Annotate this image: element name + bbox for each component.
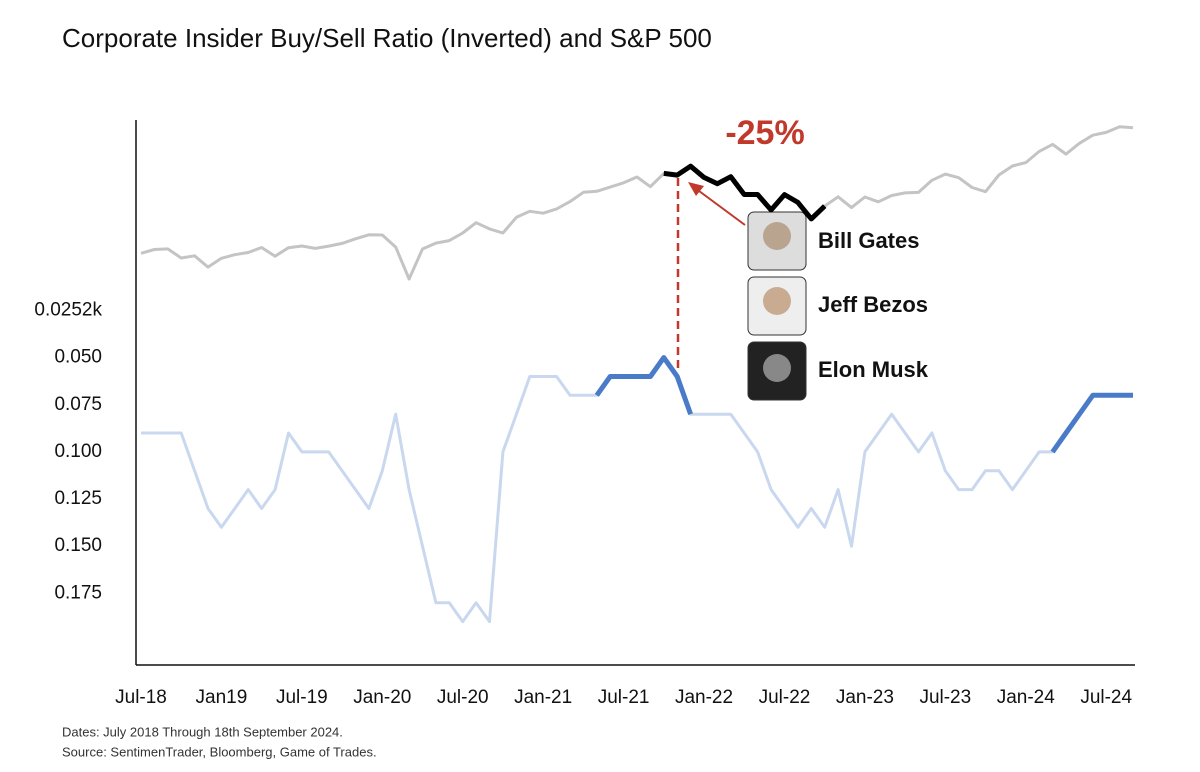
- series-line: [141, 356, 1133, 624]
- x-tick-label: Jul-23: [919, 687, 971, 708]
- y-tick-label: 0.0252k: [34, 299, 102, 320]
- x-tick-label: Jul-20: [437, 687, 489, 708]
- y-tick-label: 0.050: [54, 347, 102, 368]
- x-tick-label: Jan19: [196, 687, 248, 708]
- annotation: -25%: [725, 114, 804, 152]
- highlight-line: [1050, 392, 1133, 454]
- x-tick-label: Jan-21: [514, 687, 572, 708]
- person-name: Jeff Bezos: [818, 292, 928, 317]
- y-tick-label: 0.125: [54, 488, 102, 509]
- y-tick-label: 0.075: [54, 394, 102, 415]
- x-tick-label: Jul-19: [276, 687, 328, 708]
- x-tick-label: Jul-18: [115, 687, 167, 708]
- note: Source: SentimenTrader, Bloomberg, Game …: [62, 744, 377, 759]
- x-tick-label: Jul-24: [1080, 687, 1132, 708]
- x-tick-label: Jul-21: [598, 687, 650, 708]
- photos: [747, 211, 807, 401]
- series-line: [140, 125, 1134, 281]
- y-tick-label: 0.175: [54, 582, 102, 603]
- arrow-head: [688, 182, 704, 196]
- person-name: Elon Musk: [818, 357, 929, 382]
- photo-face: [763, 222, 791, 250]
- photo-face: [763, 354, 791, 382]
- x-tick-label: Jan-22: [675, 687, 733, 708]
- highlight-line: [663, 163, 827, 222]
- highlight-line: [594, 355, 693, 416]
- x-tick-label: Jul-22: [759, 687, 811, 708]
- chart-title: Corporate Insider Buy/Sell Ratio (Invert…: [62, 23, 712, 53]
- arrow: [694, 187, 746, 226]
- y-tick-label: 0.100: [54, 441, 102, 462]
- x-tick-label: Jan-20: [353, 687, 411, 708]
- photo-face: [763, 287, 791, 315]
- x-tick-label: Jan-23: [836, 687, 894, 708]
- y-tick-label: 0.150: [54, 535, 102, 556]
- x-tick-label: Jan-24: [997, 687, 1056, 708]
- note: Dates: July 2018 Through 18th September …: [62, 724, 343, 739]
- person-name: Bill Gates: [818, 228, 919, 253]
